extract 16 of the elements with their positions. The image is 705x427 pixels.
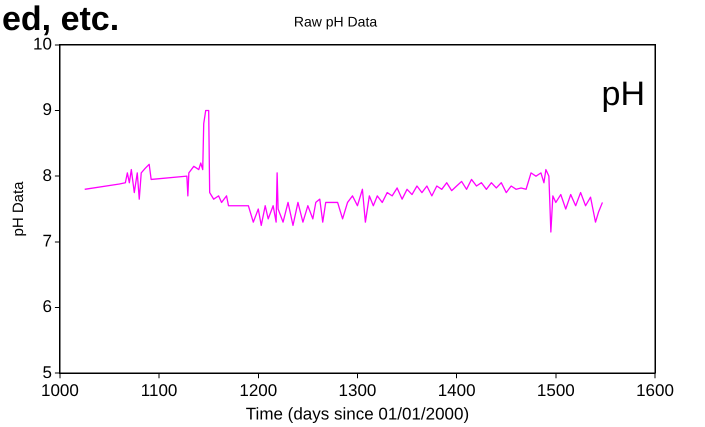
y-tick-label: 9 <box>42 100 52 120</box>
chart-title: Raw pH Data <box>294 13 378 30</box>
x-tick-label: 1600 <box>636 381 674 400</box>
y-tick-label: 5 <box>42 362 52 382</box>
y-tick-label: 7 <box>42 232 52 251</box>
x-tick-label: 1400 <box>438 381 476 400</box>
annotation: pH <box>602 74 645 113</box>
x-axis-title: Time (days since 01/01/2000) <box>246 404 470 424</box>
x-tick-label: 1200 <box>239 381 278 400</box>
y-tick-label: 6 <box>42 297 52 316</box>
y-axis-title: pH Data <box>10 180 28 237</box>
y-tick-label: 8 <box>42 166 52 185</box>
x-tick-label: 1100 <box>140 381 178 400</box>
x-tick-label: 1300 <box>338 381 376 400</box>
x-tick-label: 1500 <box>536 381 575 400</box>
x-tick-label: 1000 <box>40 381 79 400</box>
